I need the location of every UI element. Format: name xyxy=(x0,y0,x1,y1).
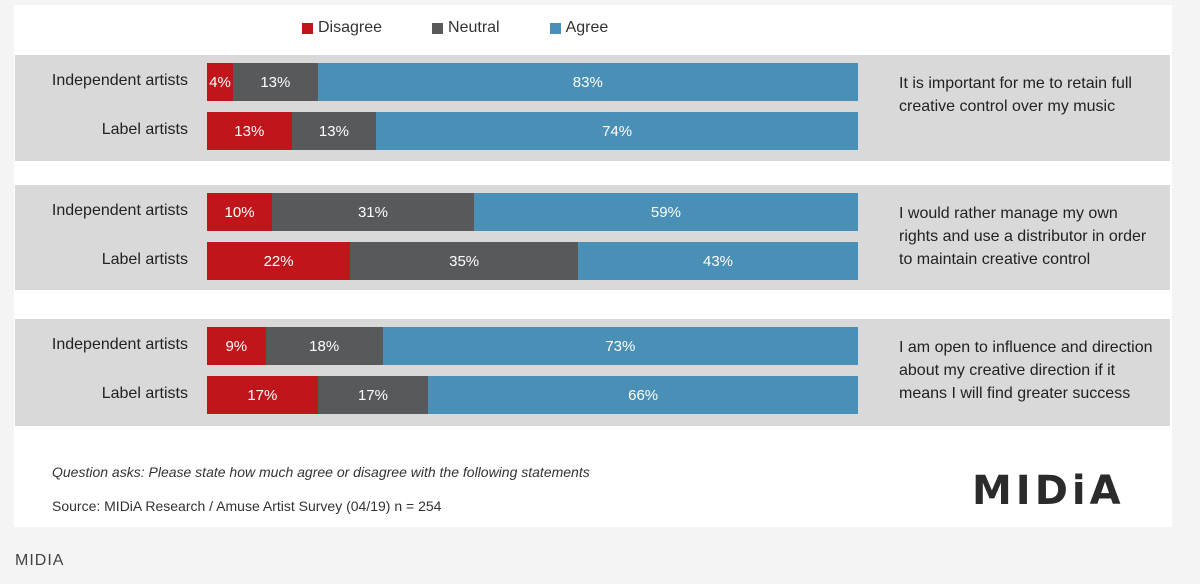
bar-row-label: Label artists xyxy=(101,385,188,402)
data-label: 13% xyxy=(260,73,291,91)
data-label: 43% xyxy=(703,252,734,270)
chart-legend: Disagree Neutral Agree xyxy=(302,19,658,37)
bar-segment-agree: 74% xyxy=(376,112,858,150)
data-label: 10% xyxy=(224,203,255,221)
image-caption: MIDIA xyxy=(15,552,65,569)
bar-row-label: Label artists xyxy=(101,251,188,268)
legend-label-neutral: Neutral xyxy=(448,19,500,36)
data-label: 13% xyxy=(234,122,265,140)
bar-row-label: Independent artists xyxy=(51,72,188,89)
bar-segment-agree: 73% xyxy=(382,327,858,365)
data-label: 22% xyxy=(263,252,294,270)
bar-segment-disagree: 22% xyxy=(207,242,351,280)
bar-row-label: Independent artists xyxy=(51,336,188,353)
bar-segment-agree: 66% xyxy=(428,376,858,414)
statement-text: I am open to influence and direction abo… xyxy=(899,339,1153,402)
data-label: 13% xyxy=(318,122,349,140)
bar-segment-neutral: 35% xyxy=(350,242,579,280)
data-label: 9% xyxy=(225,337,248,355)
legend-item-disagree: Disagree xyxy=(302,19,382,37)
bar-segment-agree: 83% xyxy=(317,63,858,101)
bar-segment-neutral: 18% xyxy=(265,327,383,365)
data-label: 17% xyxy=(357,386,388,404)
data-label: 73% xyxy=(605,337,636,355)
stacked-bar: 10% 31% 59% xyxy=(207,193,858,231)
data-label: 59% xyxy=(650,203,681,221)
stacked-bar: 9% 18% 73% xyxy=(207,327,858,365)
statement-text: I would rather manage my own rights and … xyxy=(899,205,1147,268)
data-label: 4% xyxy=(209,73,231,91)
data-label: 83% xyxy=(572,73,603,91)
bar-row-label: Independent artists xyxy=(51,202,188,219)
stacked-bar: 13% 13% 74% xyxy=(207,112,858,150)
data-label: 18% xyxy=(309,337,340,355)
legend-item-neutral: Neutral xyxy=(432,19,500,37)
bar-segment-neutral: 13% xyxy=(291,112,377,150)
bar-segment-disagree: 17% xyxy=(207,376,318,414)
legend-swatch-disagree xyxy=(302,22,313,34)
data-label: 17% xyxy=(247,386,278,404)
bar-segment-disagree: 4% xyxy=(207,63,234,101)
statement-text: It is important for me to retain full cr… xyxy=(899,75,1132,115)
legend-swatch-neutral xyxy=(432,22,444,34)
legend-swatch-agree xyxy=(549,22,561,34)
bar-segment-neutral: 31% xyxy=(272,193,474,231)
bar-segment-disagree: 9% xyxy=(207,327,266,365)
bar-segment-neutral: 13% xyxy=(233,63,318,101)
stacked-bar: 22% 35% 43% xyxy=(207,242,858,280)
legend-label-disagree: Disagree xyxy=(318,19,383,36)
data-label: 74% xyxy=(602,122,633,140)
source-note: Source: MIDiA Research / Amuse Artist Su… xyxy=(52,498,442,514)
midia-logo: MIDiA xyxy=(972,468,1125,514)
bar-segment-agree: 59% xyxy=(473,193,858,231)
bar-row-label: Label artists xyxy=(101,121,188,138)
stacked-bar: 4% 13% 83% xyxy=(207,63,858,101)
stacked-bar: 17% 17% 66% xyxy=(207,376,858,414)
question-note: Question asks: Please state how much agr… xyxy=(52,464,590,480)
legend-item-agree: Agree xyxy=(549,19,609,37)
legend-label-agree: Agree xyxy=(565,19,609,36)
bar-segment-neutral: 17% xyxy=(317,376,429,414)
bar-segment-disagree: 13% xyxy=(207,112,292,150)
bar-segment-agree: 43% xyxy=(578,242,858,280)
data-label: 66% xyxy=(628,386,659,404)
data-label: 35% xyxy=(449,252,480,270)
data-label: 31% xyxy=(357,203,388,221)
bar-segment-disagree: 10% xyxy=(207,193,273,231)
